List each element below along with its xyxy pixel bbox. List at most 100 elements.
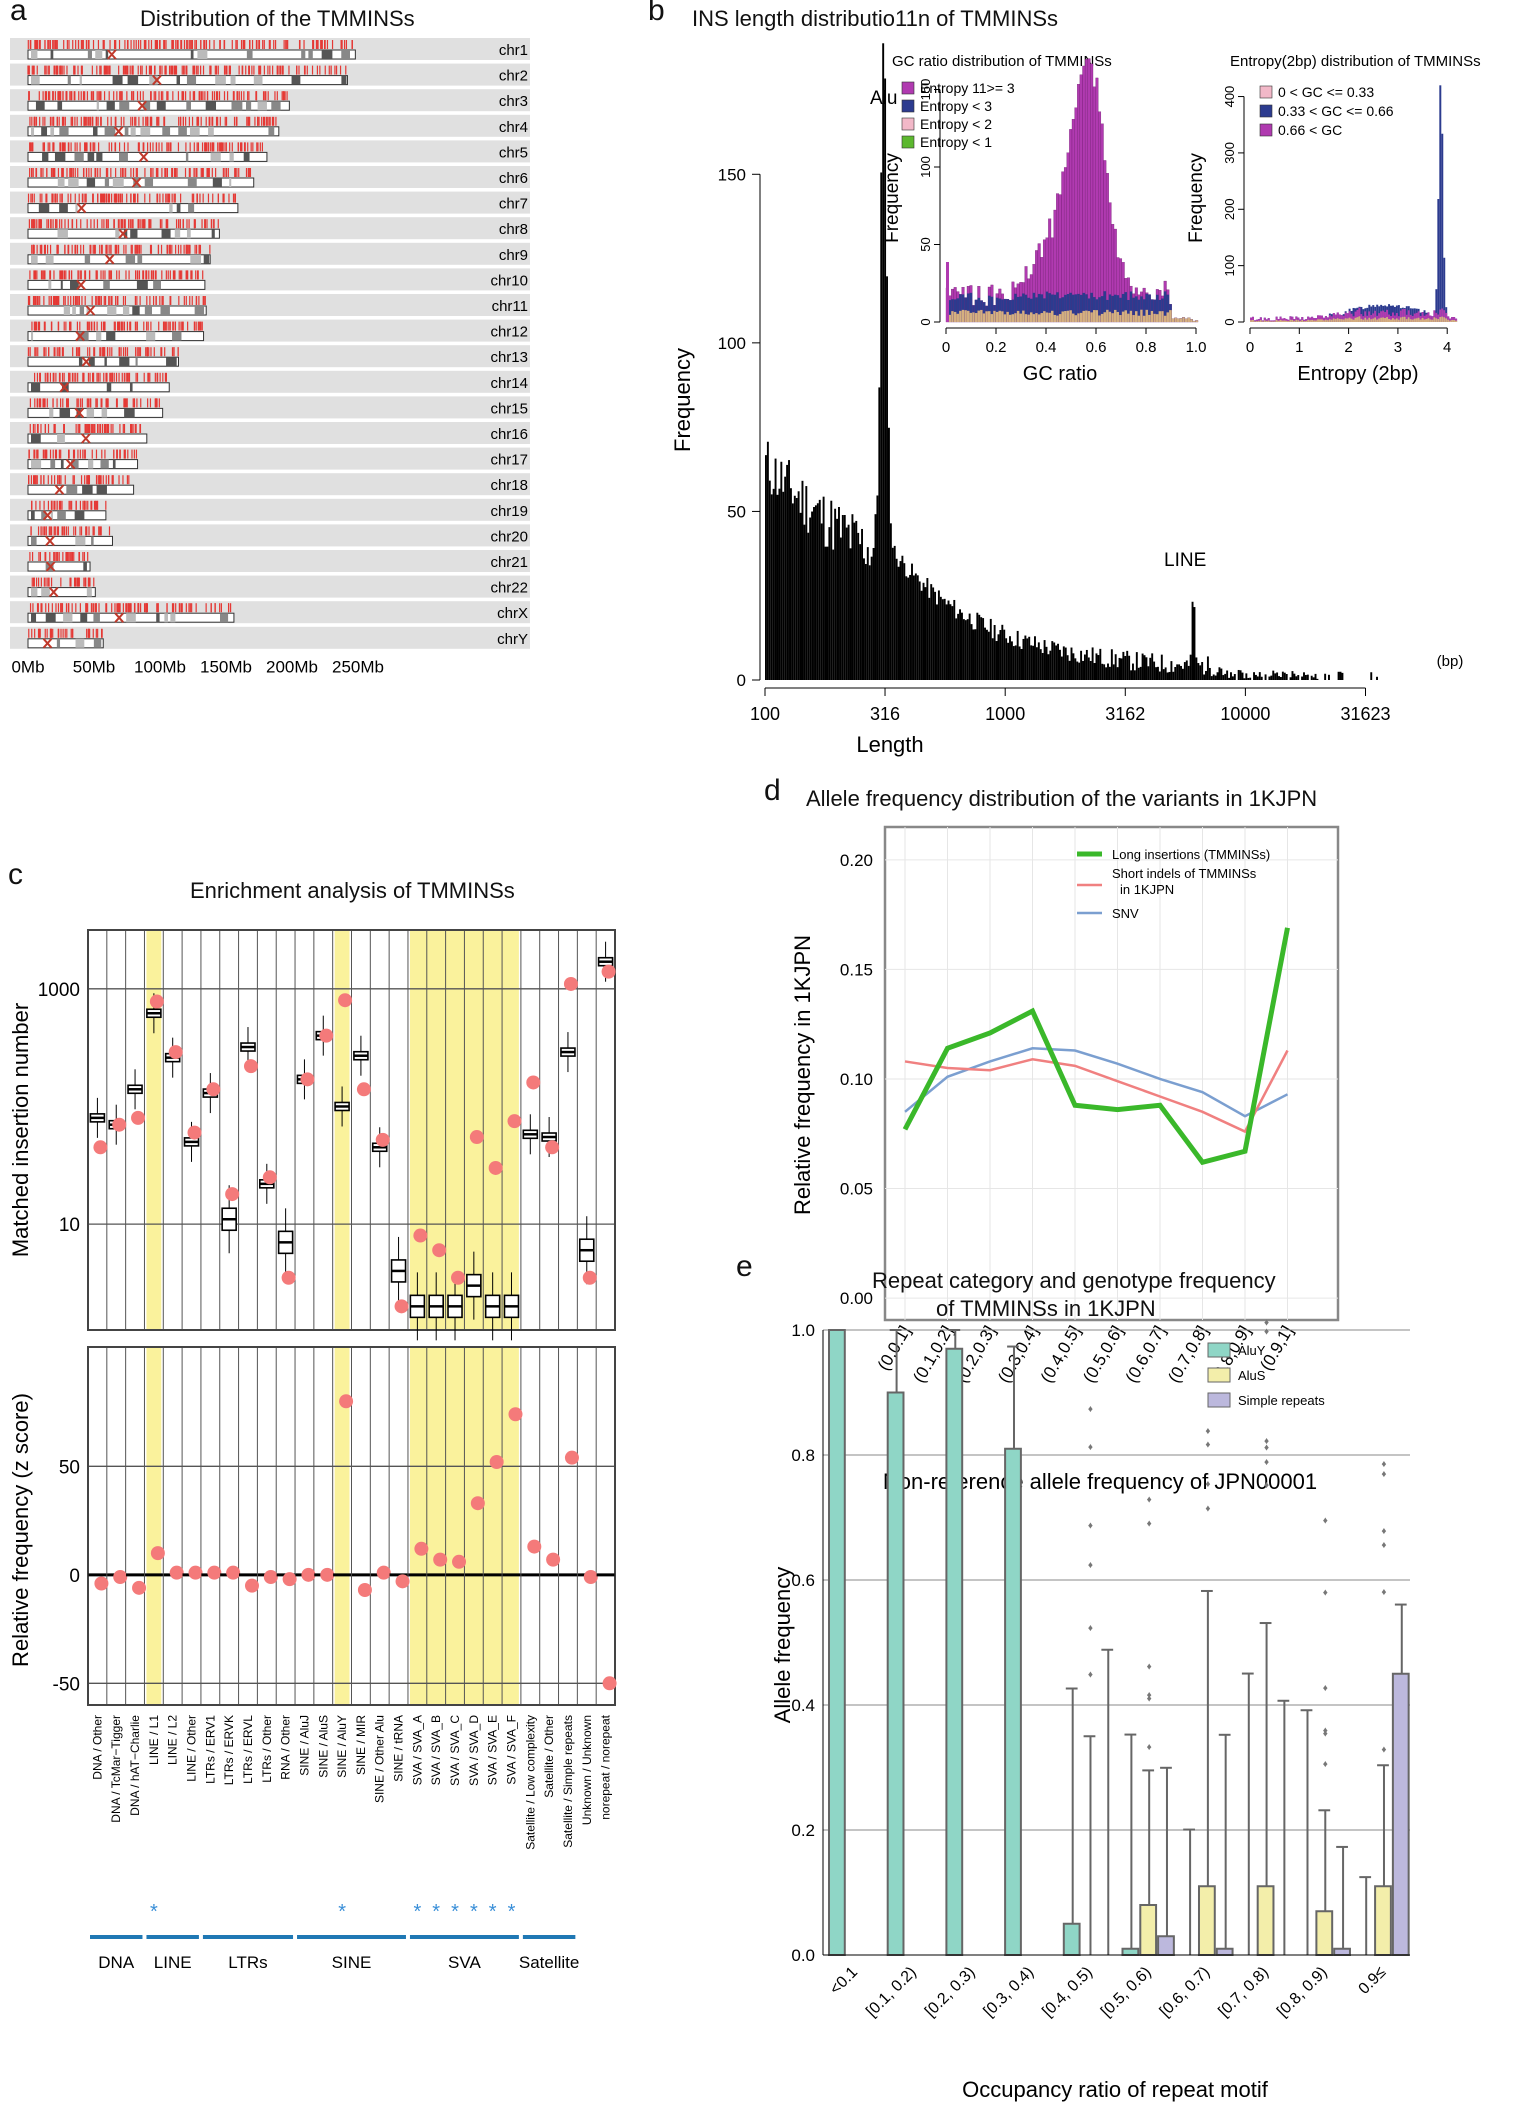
inset2-bar xyxy=(1293,319,1296,322)
outlier-dot: ♦ xyxy=(1147,1662,1152,1673)
histogram-bar xyxy=(851,514,854,680)
inset1-bar xyxy=(1121,311,1125,322)
histogram-bar xyxy=(997,634,1000,680)
panel-e-title-line1: Repeat category and genotype frequency xyxy=(872,1268,1276,1293)
inset2-bar xyxy=(1279,316,1282,322)
inset1-x-tick-label: 1.0 xyxy=(1186,339,1207,356)
inset1-bar xyxy=(1058,298,1062,322)
inset2-bar xyxy=(1388,319,1391,322)
histogram-bar xyxy=(968,613,971,680)
legend-label: AluY xyxy=(1238,1343,1266,1358)
inset2-bar xyxy=(1364,311,1367,322)
inset2-x-tick-label: 2 xyxy=(1344,339,1352,356)
histogram-bar xyxy=(893,545,896,680)
observed-point xyxy=(451,1270,466,1285)
histogram-bar xyxy=(1293,673,1296,680)
category-label: SVA / SVA_D xyxy=(467,1715,481,1786)
histogram-bar xyxy=(1206,656,1209,680)
inset2-x-tick-label: 4 xyxy=(1443,339,1451,356)
inset2-bar xyxy=(1372,313,1375,322)
chrom-band xyxy=(75,638,85,648)
chrom-row-bg xyxy=(10,626,530,649)
inset2-bar xyxy=(1265,319,1268,322)
inset1-bar xyxy=(1074,107,1078,323)
zscore-point xyxy=(169,1565,184,1580)
y-tick-label: 0 xyxy=(69,1566,80,1587)
inset1-bar xyxy=(1066,310,1070,322)
inset2-bar xyxy=(1342,319,1345,322)
histogram-bar xyxy=(1060,656,1063,680)
histogram-bar xyxy=(1191,601,1194,680)
zscore-point xyxy=(94,1576,109,1591)
observed-point xyxy=(112,1117,127,1132)
inset2-bar xyxy=(1354,311,1357,322)
histogram-bar xyxy=(782,491,785,680)
highlight-band xyxy=(334,930,350,1330)
category-label: SINE / tRNA xyxy=(392,1715,406,1782)
chrom-band xyxy=(190,50,194,59)
y-tick-label: 150 xyxy=(718,165,746,184)
chrom-band xyxy=(215,75,226,85)
inset1-bar xyxy=(1027,297,1030,322)
chrom-band xyxy=(107,306,117,315)
histogram-bar xyxy=(909,574,912,680)
x-tick-label: [0.1, 0.2) xyxy=(863,1964,920,2021)
histogram-bar xyxy=(839,537,842,680)
inset2-bar xyxy=(1295,316,1298,322)
inset1-bar xyxy=(990,314,994,322)
inset1-bar xyxy=(1161,311,1164,322)
histogram-bar xyxy=(772,488,775,680)
inset2-bar xyxy=(1433,310,1436,322)
inset1-bar xyxy=(1072,313,1075,322)
category-label: LINE / Other xyxy=(185,1715,199,1782)
chrom-band xyxy=(341,75,347,85)
inset2-bar xyxy=(1384,312,1387,322)
inset1-bar xyxy=(1048,293,1051,322)
histogram-bar xyxy=(1089,660,1092,680)
inset2-bar xyxy=(1301,320,1304,322)
histogram-bar xyxy=(1101,663,1104,680)
histogram-bar xyxy=(1158,671,1161,680)
histogram-bar xyxy=(962,619,965,680)
centromere xyxy=(81,433,91,444)
inset2-bar xyxy=(1309,320,1312,322)
chrom-label: chr12 xyxy=(490,324,528,341)
histogram-bar xyxy=(1045,646,1048,680)
y-tick-label: 0.6 xyxy=(791,1571,815,1590)
category-label: Unknown / Unknown xyxy=(580,1715,594,1825)
chrom-band xyxy=(31,382,41,392)
observed-point xyxy=(149,994,164,1009)
centromere xyxy=(76,279,86,291)
bottom-frame xyxy=(87,1346,616,1706)
significance-star: * xyxy=(470,1901,478,1923)
inset2-y-tick-label: 100 xyxy=(1222,255,1237,277)
histogram-bar xyxy=(922,582,925,680)
chrom-row-bg xyxy=(10,498,530,521)
inset2-bar xyxy=(1445,318,1448,322)
inset2-y-tick-label: 300 xyxy=(1222,142,1237,164)
inset1-bar xyxy=(1192,321,1196,322)
af-bar xyxy=(1004,1447,1022,1956)
category-label: LINE / L1 xyxy=(147,1715,161,1765)
inset2-bar xyxy=(1322,317,1325,322)
outlier-dot: ♦ xyxy=(1147,1690,1152,1701)
histogram-bar xyxy=(818,499,821,680)
x-tick-label: 50Mb xyxy=(73,657,116,676)
chrom-band xyxy=(341,50,350,59)
inset1-bar xyxy=(1058,314,1062,322)
histogram-bar xyxy=(941,599,944,680)
chrom-band xyxy=(63,613,73,623)
chrom-band xyxy=(229,152,234,162)
inset2-bar xyxy=(1344,312,1347,322)
inset2-bar xyxy=(1287,321,1290,322)
inset2-bar xyxy=(1277,320,1280,322)
histogram-bar xyxy=(1049,650,1052,680)
histogram-bar xyxy=(1172,671,1175,680)
inset2-bar xyxy=(1411,316,1414,322)
inset1-bar xyxy=(1140,296,1143,322)
inset1-bar xyxy=(998,310,1002,322)
inset1-bar xyxy=(1100,313,1104,322)
inset2-bar xyxy=(1360,314,1363,322)
inset1-bar xyxy=(1119,315,1122,322)
histogram-bar xyxy=(1216,672,1219,680)
